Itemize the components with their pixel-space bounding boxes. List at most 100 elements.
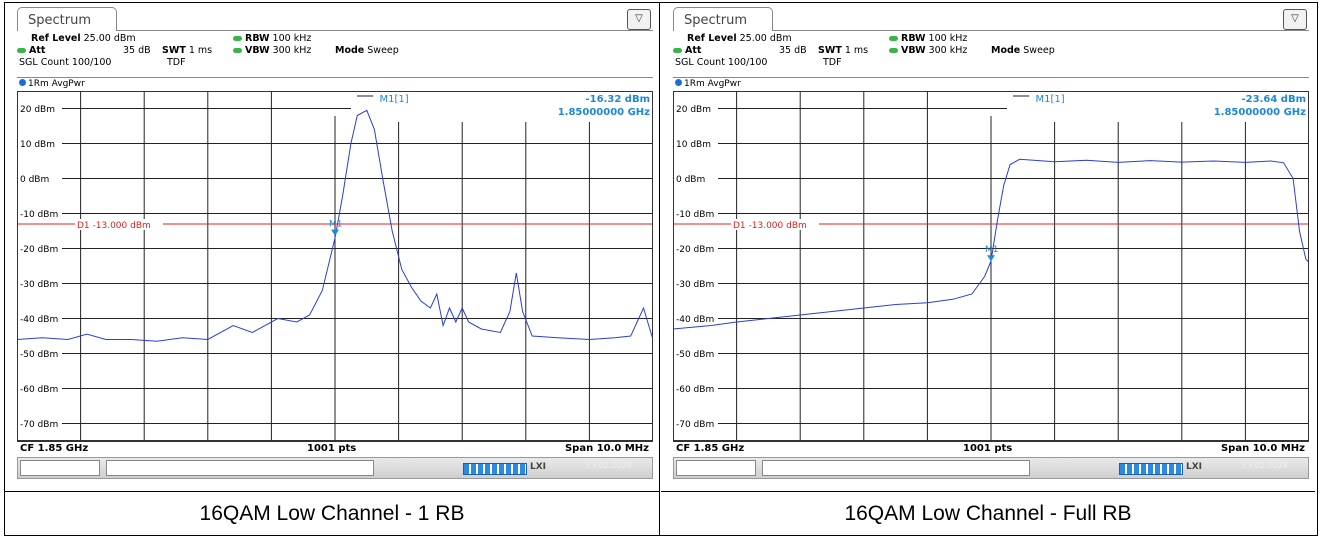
trace-label: 1Rm AvgPwr (673, 77, 1309, 92)
tick-label-bg (18, 136, 62, 149)
tick-label-bg (674, 276, 718, 289)
status-ready: Ready (390, 462, 418, 472)
swt-label: SWT (818, 45, 842, 56)
rbw-label: RBW (245, 33, 270, 44)
caption-right: 16QAM Low Channel - Full RB (661, 491, 1315, 536)
sweep-progress-bar (1119, 463, 1183, 475)
tdf: TDF (823, 57, 842, 68)
status-field-1[interactable] (20, 460, 100, 476)
tick-label-bg (18, 311, 62, 324)
panel-left: Spectrum ▽ Ref Level 25.00 dBm Att 35 dB… (5, 3, 660, 535)
trace-label: 1Rm AvgPwr (17, 77, 653, 92)
att-label: Att (685, 45, 702, 56)
sweep-points: 1001 pts (963, 443, 1013, 454)
mode-label: Mode (335, 45, 365, 56)
tick-label-bg (18, 101, 62, 114)
att-indicator-icon (17, 48, 26, 53)
plot-border (17, 91, 653, 441)
vbw: VBW 300 kHz (233, 45, 311, 56)
rbw-indicator-icon (889, 36, 898, 41)
y-tick-label: -30 dBm (676, 280, 714, 290)
att-value: 35 dB (779, 45, 807, 56)
att-indicator-icon (673, 48, 682, 53)
trace-line (673, 158, 1309, 330)
y-tick-label: -20 dBm (20, 245, 58, 255)
tick-label-bg (18, 381, 62, 394)
y-tick-label: -10 dBm (676, 210, 714, 220)
status-field-2[interactable] (762, 460, 1030, 476)
marker-name: M1[1] (380, 94, 409, 105)
y-tick-label: 0 dBm (20, 175, 49, 185)
mode: Mode Sweep (991, 45, 1055, 56)
swt: SWT 1 ms (818, 45, 868, 56)
y-tick-label: -60 dBm (676, 385, 714, 395)
tick-label-bg (674, 241, 718, 254)
marker-triangle-icon[interactable] (987, 255, 995, 262)
plot-footer: CF 1.85 GHz 1001 pts Span 10.0 MHz (673, 441, 1309, 458)
y-tick-label: -70 dBm (676, 420, 714, 430)
marker-tag: M1 (329, 220, 343, 230)
marker-level: -16.32 dBm (586, 94, 650, 105)
display-line-label-bg (75, 219, 163, 230)
spectrum-plot: 20 dBm 10 dBm 0 dBm -10 dBm -20 dBm -30 dBm -4… (673, 91, 1309, 441)
spectrum-tab[interactable]: Spectrum (673, 7, 773, 31)
att: Att (17, 45, 45, 56)
screen-toggle-icon[interactable]: ▽ (1283, 9, 1307, 30)
ref-level: Ref Level 25.00 dBm (687, 33, 792, 44)
marker-frequency: 1.85000000 GHz (558, 107, 650, 118)
marker-triangle-icon[interactable] (331, 229, 339, 236)
trace-color-icon (19, 79, 26, 86)
tick-label-bg (18, 416, 62, 429)
trace-color-icon (675, 79, 682, 86)
ref-level: Ref Level 25.00 dBm (31, 33, 136, 44)
tick-label-bg (674, 206, 718, 219)
rbw-indicator-icon (233, 36, 242, 41)
y-tick-label: -60 dBm (20, 385, 58, 395)
vbw-indicator-icon (889, 48, 898, 53)
status-ready: Ready (1046, 462, 1074, 472)
panel-right: Spectrum ▽ Ref Level 25.00 dBm Att 35 dB… (661, 3, 1315, 535)
tick-label-bg (674, 416, 718, 429)
mode-value: Sweep (1023, 45, 1055, 56)
frequency-span: Span 10.0 MHz (1220, 443, 1305, 454)
vbw-value: 300 kHz (928, 45, 968, 56)
spectrum-tab[interactable]: Spectrum (17, 7, 117, 31)
att: Att (673, 45, 701, 56)
swt-value: 1 ms (844, 45, 869, 56)
ref-level-value: 25.00 dBm (83, 33, 136, 44)
rbw-value: 100 kHz (272, 33, 312, 44)
rbw-value: 100 kHz (928, 33, 968, 44)
lxi-icon: LXI (1186, 462, 1203, 472)
tick-label-bg (18, 241, 62, 254)
tick-label-bg (674, 101, 718, 114)
screen-toggle-icon[interactable]: ▽ (627, 9, 651, 30)
tick-label-bg (674, 136, 718, 149)
figure-table: Spectrum ▽ Ref Level 25.00 dBm Att 35 dB… (4, 2, 1318, 536)
y-tick-label: -70 dBm (20, 420, 58, 430)
mode-label: Mode (991, 45, 1021, 56)
center-frequency: CF 1.85 GHz (20, 443, 89, 454)
tick-label-bg (18, 171, 62, 184)
status-field-1[interactable] (676, 460, 756, 476)
tdf: TDF (167, 57, 186, 68)
trace-line (17, 109, 653, 342)
ref-level-label: Ref Level (31, 33, 81, 44)
y-tick-label: 10 dBm (20, 140, 55, 150)
ref-level-value: 25.00 dBm (739, 33, 792, 44)
vbw-label: VBW (901, 45, 926, 56)
rbw: RBW 100 kHz (233, 33, 311, 44)
y-tick-label: -50 dBm (20, 350, 58, 360)
status-date: 23.02.2024 (1242, 461, 1288, 470)
att-label: Att (29, 45, 46, 56)
vbw-indicator-icon (233, 48, 242, 53)
marker-name: M1[1] (1036, 94, 1065, 105)
sweep-progress-bar (463, 463, 527, 475)
vbw-label: VBW (245, 45, 270, 56)
sgl-count: SGL Count 100/100 (19, 57, 112, 68)
marker-tag: M1 (985, 245, 999, 255)
display-line-label: D1 -13.000 dBm (77, 221, 151, 231)
status-field-2[interactable] (106, 460, 374, 476)
att-value: 35 dB (123, 45, 151, 56)
tick-label-bg (674, 346, 718, 359)
status-bar: Ready LXI 23.02.2024 (17, 457, 653, 479)
